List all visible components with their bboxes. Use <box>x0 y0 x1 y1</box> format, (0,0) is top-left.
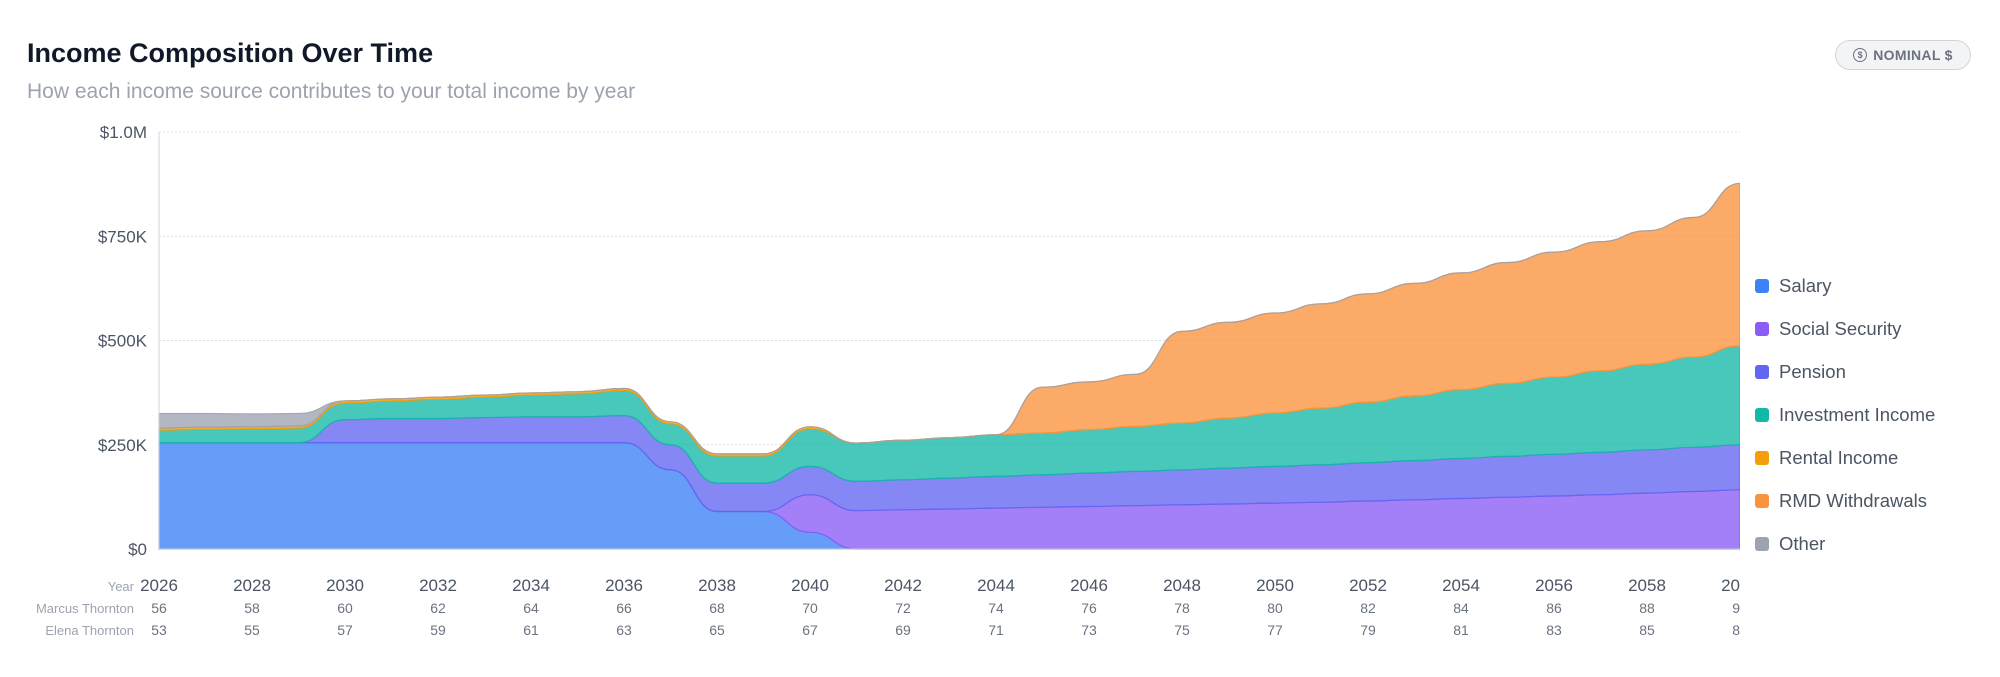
x-tick-label: 2048 <box>1163 576 1201 595</box>
page-subtitle: How each income source contributes to yo… <box>27 80 636 103</box>
legend-item-rental-income[interactable]: Rental Income <box>1755 436 1935 479</box>
age-label: 68 <box>709 600 725 616</box>
age-label: 86 <box>1546 600 1562 616</box>
age-label: 74 <box>988 600 1004 616</box>
legend-label: Rental Income <box>1779 446 1899 468</box>
age-label: 57 <box>337 622 353 638</box>
age-label: 55 <box>244 622 260 638</box>
legend-swatch <box>1755 278 1769 293</box>
legend-swatch <box>1755 364 1769 379</box>
legend-item-investment-income[interactable]: Investment Income <box>1755 393 1935 436</box>
legend-item-pension[interactable]: Pension <box>1755 350 1935 393</box>
x-tick-label: 2028 <box>233 576 271 595</box>
legend-swatch <box>1755 493 1769 508</box>
x-tick-label: 2056 <box>1535 576 1573 595</box>
age-label: 84 <box>1453 600 1469 616</box>
age-label: 70 <box>802 600 818 616</box>
age-label: 56 <box>151 600 167 616</box>
x-tick-label: 2060 <box>1721 576 1740 595</box>
age-label: 79 <box>1360 622 1376 638</box>
nominal-dollars-label: NOMINAL $ <box>1873 47 1953 63</box>
legend-item-other[interactable]: Other <box>1755 522 1935 565</box>
y-tick-label: $500K <box>98 332 148 351</box>
age-label: 67 <box>802 622 818 638</box>
x-tick-label: 2058 <box>1628 576 1666 595</box>
age-label: 59 <box>430 622 446 638</box>
age-label: 77 <box>1267 622 1283 638</box>
x-tick-label: 2044 <box>977 576 1015 595</box>
legend-item-rmd-withdrawals[interactable]: RMD Withdrawals <box>1755 479 1935 522</box>
legend-swatch <box>1755 321 1769 336</box>
age-label: 71 <box>988 622 1004 638</box>
y-tick-label: $1.0M <box>100 123 147 142</box>
age-label: 82 <box>1360 600 1376 616</box>
area-other <box>158 182 1740 455</box>
nominal-dollars-toggle[interactable]: $ NOMINAL $ <box>1835 40 1971 70</box>
age-label: 78 <box>1174 600 1190 616</box>
x-tick-label: 2038 <box>698 576 736 595</box>
age-label: 64 <box>523 600 539 616</box>
age-label: 58 <box>244 600 260 616</box>
legend-item-social-security[interactable]: Social Security <box>1755 307 1935 350</box>
y-tick-label: $750K <box>98 227 148 246</box>
age-label: 90 <box>1732 600 1740 616</box>
age-label: 85 <box>1639 622 1655 638</box>
age-label: 80 <box>1267 600 1283 616</box>
y-tick-label: $0 <box>128 540 147 559</box>
age-label: 69 <box>895 622 911 638</box>
age-label: 83 <box>1546 622 1562 638</box>
age-label: 81 <box>1453 622 1469 638</box>
x-tick-label: 2036 <box>605 576 643 595</box>
x-tick-label: 2052 <box>1349 576 1387 595</box>
legend-label: Social Security <box>1779 317 1902 339</box>
x-tick-label: 2040 <box>791 576 829 595</box>
x-tick-label: 2042 <box>884 576 922 595</box>
age-label: 75 <box>1174 622 1190 638</box>
dollar-coin-icon: $ <box>1853 48 1868 62</box>
age-label: 72 <box>895 600 911 616</box>
age-label: 76 <box>1081 600 1097 616</box>
income-composition-chart: $0 $250K $500K $750K $1.0M 2026 2028 2030 2032 20… <box>36 123 1740 638</box>
x-tick-label: 2046 <box>1070 576 1108 595</box>
legend-label: Other <box>1779 532 1826 554</box>
age-label: 88 <box>1639 600 1655 616</box>
age-label: 66 <box>616 600 632 616</box>
legend-label: Investment Income <box>1779 403 1936 425</box>
x-tick-label: 2030 <box>326 576 364 595</box>
age-label: 62 <box>430 600 446 616</box>
chart-legend: Salary Social Security Pension Investment I… <box>1755 264 1935 565</box>
age-label: 65 <box>709 622 725 638</box>
x-tick-label: 2050 <box>1256 576 1294 595</box>
legend-swatch <box>1755 536 1769 551</box>
x-tick-label: 2026 <box>140 576 178 595</box>
x-tick-label: 2054 <box>1442 576 1480 595</box>
age-label: 61 <box>523 622 539 638</box>
legend-item-salary[interactable]: Salary <box>1755 264 1935 307</box>
x-tick-label: 2032 <box>419 576 457 595</box>
age-row-name: Marcus Thornton <box>36 601 134 616</box>
legend-label: Salary <box>1779 274 1832 296</box>
age-label: 60 <box>337 600 353 616</box>
legend-label: Pension <box>1779 360 1846 382</box>
x-tick-label: 2034 <box>512 576 550 595</box>
x-axis-label: Year <box>108 579 135 594</box>
legend-label: RMD Withdrawals <box>1779 489 1928 511</box>
age-label: 73 <box>1081 622 1097 638</box>
age-row-name: Elena Thornton <box>45 623 134 638</box>
age-label: 87 <box>1732 622 1740 638</box>
y-tick-label: $250K <box>98 436 148 455</box>
legend-swatch <box>1755 450 1769 465</box>
legend-swatch <box>1755 407 1769 422</box>
page-title: Income Composition Over Time <box>27 38 434 68</box>
age-label: 53 <box>151 622 167 638</box>
age-label: 63 <box>616 622 632 638</box>
